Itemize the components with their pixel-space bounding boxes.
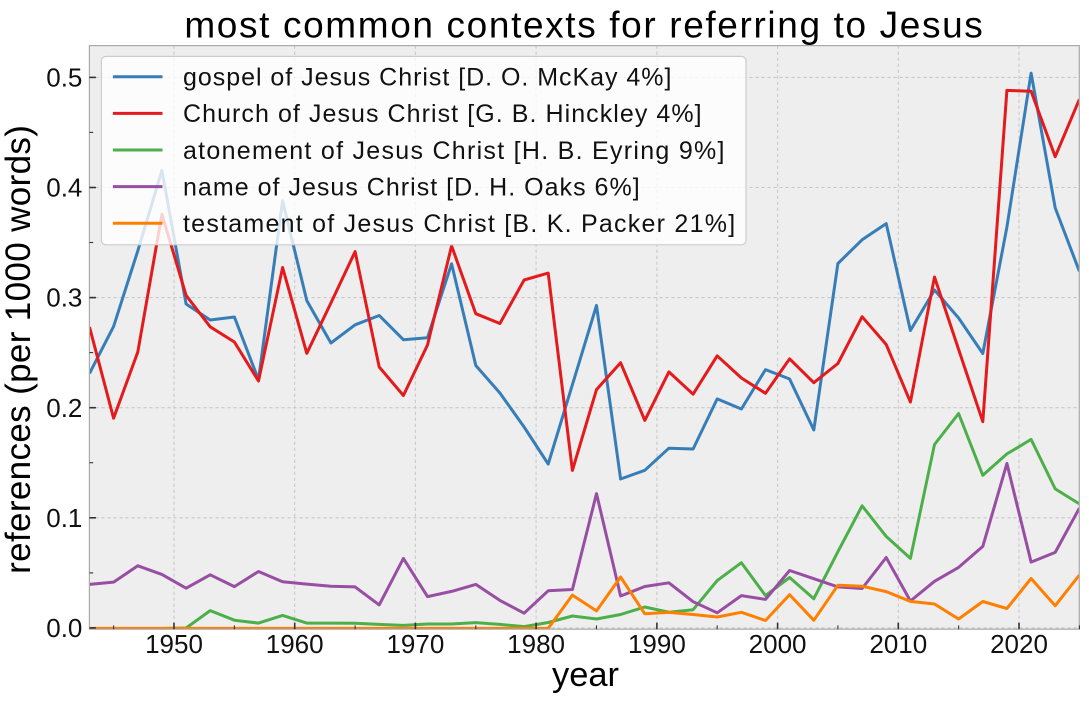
svg-text:atonement of Jesus Christ [H.: atonement of Jesus Christ [H. B. Eyring … — [183, 137, 726, 165]
svg-text:2010: 2010 — [869, 629, 927, 659]
svg-text:1970: 1970 — [386, 629, 444, 659]
svg-text:1990: 1990 — [628, 629, 686, 659]
svg-text:most common contexts for refer: most common contexts for referring to Je… — [184, 4, 984, 45]
svg-text:name of Jesus Christ [D. H. Oa: name of Jesus Christ [D. H. Oaks 6%] — [183, 173, 641, 201]
svg-text:2000: 2000 — [749, 629, 807, 659]
svg-text:references (per 1000 words): references (per 1000 words) — [0, 125, 38, 574]
svg-text:year: year — [552, 656, 619, 694]
svg-text:0.5: 0.5 — [46, 63, 82, 93]
svg-text:gospel of Jesus Christ [D. O.: gospel of Jesus Christ [D. O. McKay 4%] — [183, 64, 672, 92]
svg-text:0.0: 0.0 — [46, 613, 82, 643]
svg-text:0.4: 0.4 — [46, 173, 82, 203]
svg-text:0.1: 0.1 — [46, 503, 82, 533]
svg-text:1950: 1950 — [145, 629, 203, 659]
svg-text:Church of Jesus Christ [G. B.: Church of Jesus Christ [G. B. Hinckley 4… — [183, 100, 703, 128]
svg-text:testament of Jesus Christ [B.: testament of Jesus Christ [B. K. Packer … — [183, 210, 736, 238]
svg-text:0.2: 0.2 — [46, 393, 82, 423]
svg-text:0.3: 0.3 — [46, 283, 82, 313]
svg-text:1960: 1960 — [266, 629, 324, 659]
svg-text:1980: 1980 — [507, 629, 565, 659]
svg-text:2020: 2020 — [990, 629, 1048, 659]
